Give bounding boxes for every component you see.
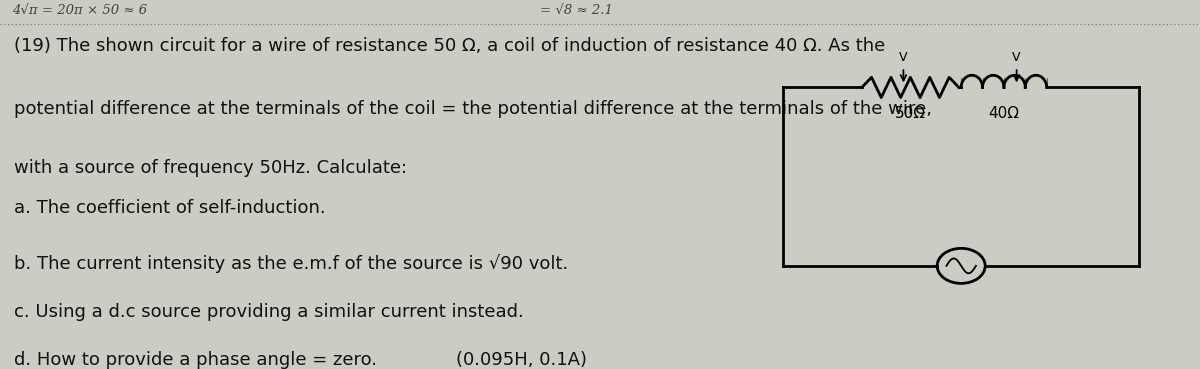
- Text: V: V: [1013, 51, 1021, 64]
- Text: d. How to provide a phase angle = zero.: d. How to provide a phase angle = zero.: [14, 351, 377, 369]
- Text: V: V: [899, 51, 907, 64]
- Text: (0.095H, 0.1A): (0.095H, 0.1A): [456, 351, 587, 369]
- Text: = √8 ≈ 2.1: = √8 ≈ 2.1: [540, 4, 613, 17]
- Text: 4√π = 20π × 50 ≈ 6: 4√π = 20π × 50 ≈ 6: [12, 4, 148, 17]
- Text: b. The current intensity as the e.m.f of the source is √90 volt.: b. The current intensity as the e.m.f of…: [14, 255, 569, 273]
- Text: (19) The shown circuit for a wire of resistance 50 Ω, a coil of induction of res: (19) The shown circuit for a wire of res…: [14, 37, 886, 55]
- Text: 50Ω: 50Ω: [895, 106, 926, 121]
- Text: 40Ω: 40Ω: [989, 106, 1020, 121]
- Text: a. The coefficient of self-induction.: a. The coefficient of self-induction.: [14, 199, 326, 217]
- Text: c. Using a d.c source providing a similar current instead.: c. Using a d.c source providing a simila…: [14, 303, 524, 321]
- Text: potential difference at the terminals of the coil = the potential difference at : potential difference at the terminals of…: [14, 100, 932, 118]
- Text: with a source of frequency 50Hz. Calculate:: with a source of frequency 50Hz. Calcula…: [14, 159, 408, 177]
